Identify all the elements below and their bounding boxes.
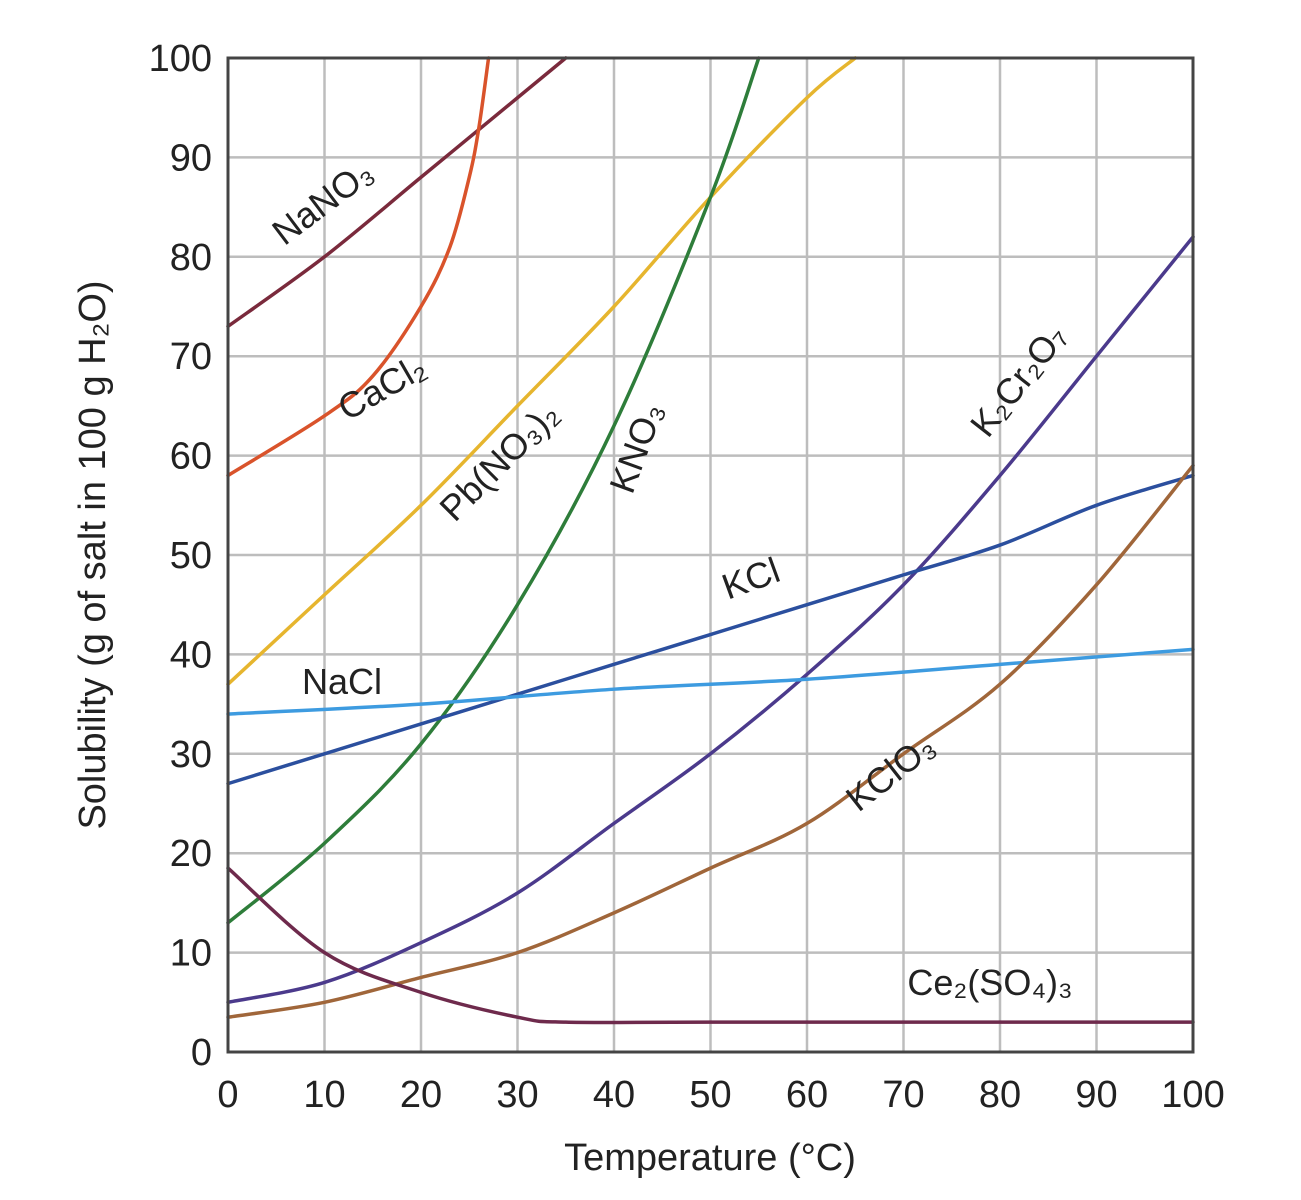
series-label: CaCl₂ <box>331 346 433 429</box>
x-tick-label: 30 <box>496 1074 538 1116</box>
grid <box>226 56 1195 1054</box>
y-tick-label: 50 <box>170 535 212 577</box>
x-tick-label: 60 <box>786 1074 828 1116</box>
x-tick-label: 0 <box>217 1074 238 1116</box>
y-tick-label: 70 <box>170 336 212 378</box>
y-tick-label: 10 <box>170 933 212 975</box>
series-line-0 <box>226 56 568 329</box>
x-tick-labels: 0 10 20 30 40 50 60 70 80 90 100 <box>217 1074 1224 1116</box>
series-label: K₂Cr₂O₇ <box>962 316 1075 444</box>
y-tick-label: 100 <box>149 38 212 80</box>
series-label: KClO₃ <box>838 725 943 819</box>
x-tick-label: 40 <box>593 1074 635 1116</box>
plot-frame <box>226 56 1195 1054</box>
y-tick-label: 90 <box>170 137 212 179</box>
series-label: Pb(NO₃)₂ <box>431 393 567 529</box>
series-label: NaCl <box>302 661 382 702</box>
y-tick-label: 0 <box>191 1032 212 1074</box>
series-line-2 <box>226 56 857 686</box>
series-label: KNO₃ <box>601 397 671 498</box>
series-line-4 <box>226 235 1195 1005</box>
series-line-5 <box>226 473 1195 786</box>
series-line-1 <box>226 56 491 478</box>
x-tick-label: 50 <box>689 1074 731 1116</box>
series-label: Ce₂(SO₄)₃ <box>907 962 1072 1003</box>
x-tick-label: 20 <box>400 1074 442 1116</box>
x-tick-label: 100 <box>1161 1074 1224 1116</box>
series-label: KCl <box>716 549 785 607</box>
x-tick-label: 90 <box>1075 1074 1117 1116</box>
y-tick-label: 80 <box>170 237 212 279</box>
y-tick-label: 20 <box>170 833 212 875</box>
curves <box>226 56 1195 1025</box>
y-axis-label: Solubility (g of salt in 100 g H₂O) <box>72 280 114 829</box>
y-tick-labels: 0 10 20 30 40 50 60 70 80 90 100 <box>149 38 212 1074</box>
x-axis-label: Temperature (°C) <box>564 1137 856 1179</box>
x-tick-label: 80 <box>979 1074 1021 1116</box>
series-line-3 <box>226 56 761 925</box>
series-label: NaNO₃ <box>264 151 380 253</box>
x-tick-label: 10 <box>303 1074 345 1116</box>
y-tick-label: 30 <box>170 734 212 776</box>
x-tick-label: 70 <box>882 1074 924 1116</box>
series-line-8 <box>226 866 1195 1025</box>
series-line-7 <box>226 463 1195 1019</box>
y-tick-label: 60 <box>170 436 212 478</box>
y-tick-label: 40 <box>170 634 212 676</box>
